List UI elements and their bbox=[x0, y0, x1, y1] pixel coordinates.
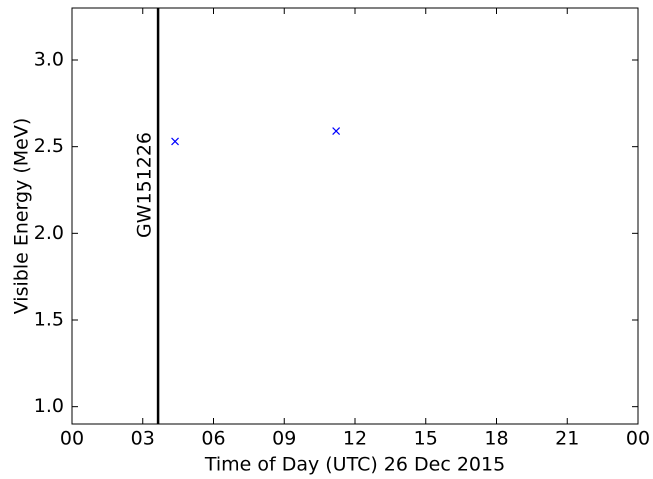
data-point bbox=[171, 137, 179, 146]
x-tick-label: 00 bbox=[626, 428, 650, 450]
x-tick-label: 21 bbox=[555, 428, 579, 450]
y-tick-label: 1.0 bbox=[34, 395, 64, 417]
x-tick-label: 15 bbox=[414, 428, 438, 450]
x-tick-label: 06 bbox=[201, 428, 225, 450]
y-tick-label: 2.0 bbox=[34, 222, 64, 244]
x-tick-label: 12 bbox=[343, 428, 367, 450]
y-tick-label: 3.0 bbox=[34, 49, 64, 71]
x-axis-label: Time of Day (UTC) 26 Dec 2015 bbox=[204, 454, 505, 476]
x-tick-label: 18 bbox=[484, 428, 508, 450]
x-tick-label: 09 bbox=[272, 428, 296, 450]
x-tick-label: 00 bbox=[60, 428, 84, 450]
y-tick-label: 1.5 bbox=[34, 309, 64, 331]
event-label: GW151226 bbox=[134, 132, 156, 238]
data-point bbox=[332, 127, 341, 135]
y-tick-label: 2.5 bbox=[34, 135, 64, 157]
y-axis-label: Visible Energy (MeV) bbox=[11, 118, 33, 315]
x-tick-label: 03 bbox=[131, 428, 155, 450]
